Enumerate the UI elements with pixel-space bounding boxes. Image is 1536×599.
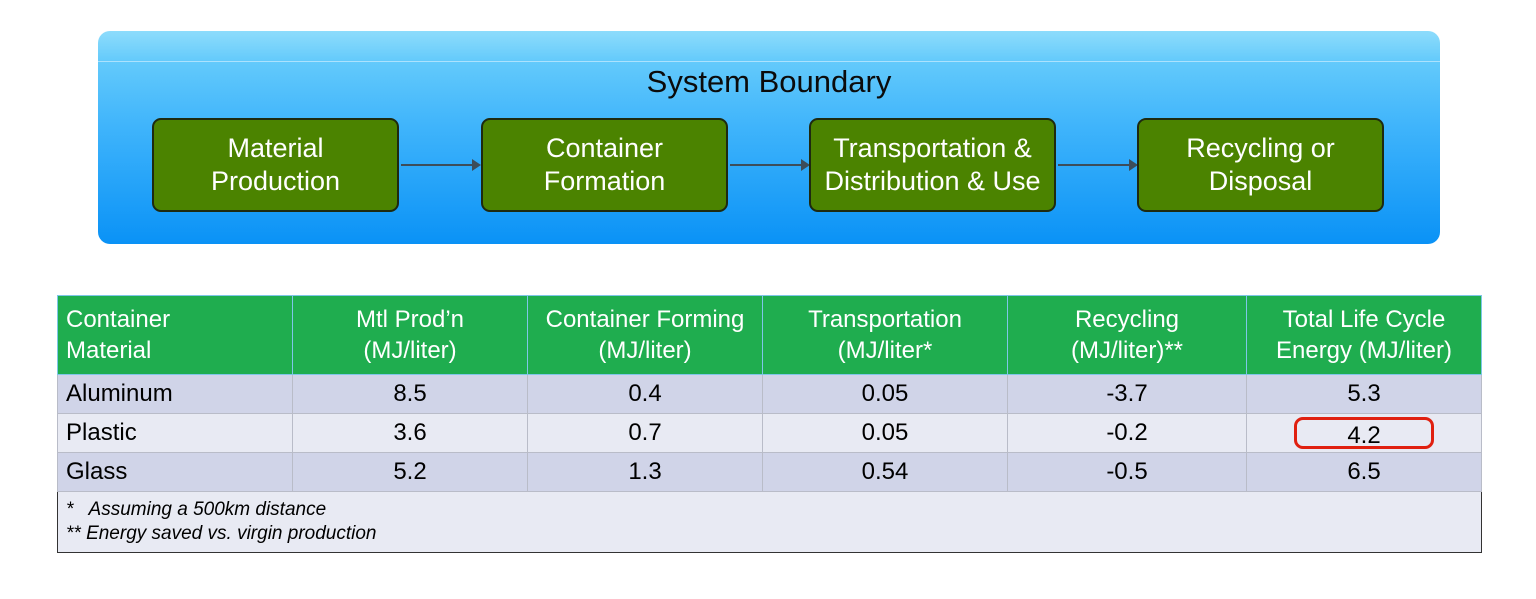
cell-mtl-prodn: 8.5 — [292, 374, 528, 414]
cell-total: 6.5 — [1246, 452, 1482, 492]
cell-recycling: -3.7 — [1007, 374, 1247, 414]
table-notes-row: * Assuming a 500km distance ** Energy sa… — [57, 491, 1482, 553]
header-total-life-cycle: Total Life Cycle Energy (MJ/liter) — [1246, 295, 1482, 375]
cell-mtl-prodn: 3.6 — [292, 413, 528, 453]
cell-container-forming: 1.3 — [527, 452, 763, 492]
stage-material-production: Material Production — [152, 118, 399, 212]
header-mtl-prodn: Mtl Prod’n (MJ/liter) — [292, 295, 528, 375]
stage-container-formation: Container Formation — [481, 118, 728, 212]
cell-recycling: -0.2 — [1007, 413, 1247, 453]
system-boundary-title: System Boundary — [646, 64, 892, 99]
cell-transportation: 0.54 — [762, 452, 1008, 492]
header-transportation: Transportation (MJ/liter* — [762, 295, 1008, 375]
table-row: Aluminum 8.5 0.4 0.05 -3.7 5.3 — [57, 374, 1482, 414]
table-header-row: Container Material Mtl Prod’n (MJ/liter)… — [57, 295, 1482, 375]
energy-table: Container Material Mtl Prod’n (MJ/liter)… — [57, 295, 1482, 553]
cell-transportation: 0.05 — [762, 413, 1008, 453]
stage-transportation: Transportation & Distribution & Use — [809, 118, 1056, 212]
boundary-sheen — [98, 31, 1440, 62]
table-row: Glass 5.2 1.3 0.54 -0.5 6.5 — [57, 452, 1482, 492]
arrow-1 — [401, 159, 481, 171]
highlighted-total-value: 4.2 — [1294, 416, 1434, 449]
header-container-forming: Container Forming (MJ/liter) — [527, 295, 763, 375]
cell-container-forming: 0.7 — [527, 413, 763, 453]
header-recycling: Recycling (MJ/liter)** — [1007, 295, 1247, 375]
arrow-3 — [1058, 159, 1138, 171]
cell-material: Glass — [57, 452, 293, 492]
cell-material: Aluminum — [57, 374, 293, 414]
cell-container-forming: 0.4 — [527, 374, 763, 414]
cell-total: 4.2 — [1246, 413, 1482, 453]
stage-recycling-disposal: Recycling or Disposal — [1137, 118, 1384, 212]
arrow-2 — [730, 159, 810, 171]
note-energy-saved: ** Energy saved vs. virgin production — [66, 523, 377, 544]
cell-recycling: -0.5 — [1007, 452, 1247, 492]
cell-total: 5.3 — [1246, 374, 1482, 414]
cell-material: Plastic — [57, 413, 293, 453]
note-distance: * Assuming a 500km distance — [66, 499, 327, 520]
cell-transportation: 0.05 — [762, 374, 1008, 414]
cell-mtl-prodn: 5.2 — [292, 452, 528, 492]
table-notes: * Assuming a 500km distance ** Energy sa… — [57, 491, 1482, 553]
header-container-material: Container Material — [57, 295, 293, 375]
table-row: Plastic 3.6 0.7 0.05 -0.2 4.2 — [57, 413, 1482, 453]
